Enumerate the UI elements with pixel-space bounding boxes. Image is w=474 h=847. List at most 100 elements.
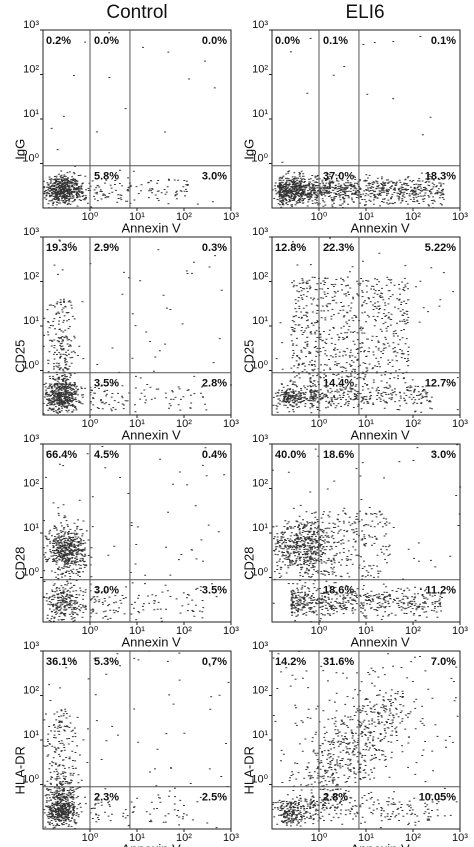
quadrant-label: 19.3% [46,242,77,254]
x-tick-label: 10⁰ [82,211,99,223]
x-tick-label: 10² [176,418,192,430]
x-axis-label: Annexin V [350,634,410,649]
y-tick-label: 10³ [252,19,268,31]
x-tick-label: 10¹ [358,625,374,637]
panel: 10⁰ 10¹ 10² 10³ 10⁰ 10¹ 10² 10³ Annexin V HLA-DR 1… [241,640,468,847]
panel: 10⁰ 10¹ 10² 10³ 10⁰ 10¹ 10² 10³ Annexin V CD25 12.… [241,226,468,443]
quadrant-label: 37.0% [323,171,354,183]
x-tick-label: 10² [405,832,421,844]
quadrant-label: 0.7% [202,656,227,668]
event-cloud [42,32,216,209]
panel: 10⁰ 10¹ 10² 10³ 10⁰ 10¹ 10² 10³ Annexin V IgG 0.0%… [241,19,468,236]
quadrant-label: 3.0% [431,449,456,461]
panel: 10⁰ 10¹ 10² 10³ 10⁰ 10¹ 10² 10³ Annexin V IgG 0.2%… [12,19,239,236]
x-tick-label: 10⁰ [82,625,99,637]
x-tick-label: 10⁰ [311,625,328,637]
quadrant-label: 66.4% [46,449,77,461]
y-tick-label: 10³ [252,433,268,445]
y-tick-label: 10² [252,270,268,282]
panel: 10⁰ 10¹ 10² 10³ 10⁰ 10¹ 10² 10³ Annexin V CD28 40.… [241,433,468,650]
quadrant-label: 2.5% [202,792,227,804]
x-axis-label: Annexin V [350,427,410,442]
x-tick-label: 10³ [452,832,468,844]
quadrant-label: 4.5% [94,449,119,461]
y-tick-label: 10³ [23,433,39,445]
quadrant-label: 0.0% [94,35,119,47]
quadrant-label: 2.8% [323,792,348,804]
y-tick-label: 10⁰ [22,359,39,371]
y-tick-label: 10² [252,477,268,489]
quadrant-label: 14.2% [275,656,306,668]
quadrant-label: 18.6% [323,449,354,461]
x-tick-label: 10⁰ [311,832,328,844]
x-tick-label: 10³ [452,418,468,430]
y-axis-label: CD25 [241,340,256,373]
x-axis-label: Annexin V [121,427,181,442]
y-tick-label: 10² [252,63,268,75]
y-tick-label: 10⁰ [251,566,268,578]
event-cloud [272,237,459,414]
x-tick-label: 10³ [223,625,239,637]
event-cloud [42,446,226,623]
x-tick-label: 10³ [223,211,239,223]
quadrant-label: 5.8% [94,171,119,183]
column-title: ELI6 [345,2,384,23]
y-tick-label: 10⁰ [22,566,39,578]
x-tick-label: 10² [176,625,192,637]
x-tick-label: 10¹ [358,418,374,430]
y-tick-label: 10³ [252,226,268,238]
quadrant-label: 18.3% [425,171,456,183]
y-axis-label: HLA-DR [12,746,27,794]
x-axis-label: Annexin V [121,634,181,649]
x-tick-label: 10⁰ [82,832,99,844]
y-tick-label: 10¹ [23,315,39,327]
x-tick-label: 10¹ [358,211,374,223]
x-tick-label: 10³ [223,418,239,430]
x-tick-label: 10³ [223,832,239,844]
quadrant-label: 2.8% [202,378,227,390]
quadrant-label: 40.0% [275,449,306,461]
y-tick-label: 10² [252,684,268,696]
quadrant-label: 10.05% [419,792,457,804]
quadrant-label: 0.3% [202,242,227,254]
x-tick-label: 10² [405,625,421,637]
y-axis-label: CD28 [241,547,256,580]
y-tick-label: 10² [23,684,39,696]
quadrant-label: 3.5% [202,585,227,597]
y-tick-label: 10¹ [23,522,39,534]
y-tick-label: 10² [23,63,39,75]
quadrant-label: 0.1% [431,35,456,47]
x-axis-label: Annexin V [350,841,410,847]
y-axis-label: CD28 [12,547,27,580]
x-tick-label: 10¹ [129,211,145,223]
y-tick-label: 10¹ [252,522,268,534]
event-cloud [42,239,232,416]
y-tick-label: 10³ [23,19,39,31]
y-tick-label: 10³ [252,640,268,652]
quadrant-label: 0.2% [46,35,71,47]
y-tick-label: 10³ [23,640,39,652]
x-tick-label: 10² [176,832,192,844]
quadrant-label: 3.5% [94,378,119,390]
y-tick-label: 10⁰ [251,359,268,371]
panel: 10⁰ 10¹ 10² 10³ 10⁰ 10¹ 10² 10³ Annexin V HLA-DR 3… [12,640,239,847]
x-tick-label: 10¹ [129,625,145,637]
x-tick-label: 10¹ [129,418,145,430]
quadrant-label: 2.3% [94,792,119,804]
quadrant-label: 12.8% [275,242,306,254]
quadrant-label: 12.7% [425,378,456,390]
y-tick-label: 10¹ [23,108,39,120]
quadrant-label: 7.0% [431,656,456,668]
y-axis-label: HLA-DR [241,746,256,794]
y-tick-label: 10² [23,477,39,489]
y-tick-label: 10⁰ [251,773,268,785]
quadrant-label: 22.3% [323,242,354,254]
event-cloud [271,650,459,829]
quadrant-label: 36.1% [46,656,77,668]
x-tick-label: 10² [176,211,192,223]
y-tick-label: 10¹ [252,315,268,327]
y-tick-label: 10¹ [23,729,39,741]
quadrant-label: 0.4% [202,449,227,461]
x-tick-label: 10⁰ [82,418,99,430]
